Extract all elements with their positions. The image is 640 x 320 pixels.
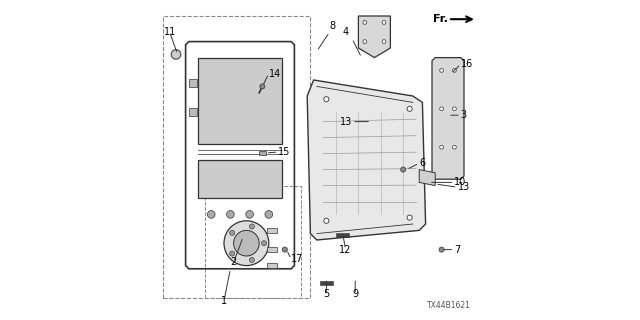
Polygon shape	[307, 80, 426, 240]
Text: 6: 6	[419, 158, 426, 168]
Circle shape	[407, 106, 412, 111]
Text: 10: 10	[454, 177, 467, 188]
Bar	[268, 228, 277, 233]
Circle shape	[224, 221, 269, 266]
Polygon shape	[419, 170, 435, 186]
Circle shape	[260, 84, 265, 89]
Text: 13: 13	[340, 116, 352, 127]
Circle shape	[246, 211, 253, 218]
Text: 1: 1	[221, 296, 227, 306]
Circle shape	[440, 145, 444, 149]
Circle shape	[401, 167, 406, 172]
Text: 2: 2	[230, 257, 237, 268]
Text: 15: 15	[278, 147, 291, 157]
Circle shape	[382, 20, 386, 24]
Circle shape	[249, 257, 254, 262]
Circle shape	[227, 211, 234, 218]
Bar	[163, 16, 310, 298]
Circle shape	[172, 50, 181, 59]
Text: 12: 12	[339, 244, 352, 255]
Circle shape	[324, 218, 329, 223]
Circle shape	[234, 230, 259, 256]
Bar	[259, 151, 266, 155]
Bar	[268, 263, 277, 268]
Text: TX44B1621: TX44B1621	[426, 301, 470, 310]
Circle shape	[262, 241, 267, 246]
Circle shape	[440, 107, 444, 111]
Polygon shape	[198, 58, 282, 144]
Circle shape	[363, 20, 367, 24]
Text: 3: 3	[461, 110, 467, 120]
Polygon shape	[432, 58, 464, 179]
Text: 5: 5	[323, 289, 330, 300]
Bar	[320, 281, 333, 285]
Circle shape	[452, 145, 456, 149]
Bar	[205, 186, 301, 298]
Polygon shape	[358, 16, 390, 58]
Circle shape	[230, 251, 235, 256]
Text: 11: 11	[163, 27, 176, 37]
Text: 14: 14	[269, 68, 281, 79]
Text: 16: 16	[461, 59, 473, 69]
Bar	[189, 79, 197, 87]
Text: 8: 8	[330, 21, 336, 31]
Circle shape	[249, 224, 254, 229]
Bar	[336, 233, 349, 237]
Circle shape	[440, 68, 444, 72]
Circle shape	[452, 68, 456, 72]
Text: 17: 17	[291, 254, 303, 264]
Text: 4: 4	[342, 27, 349, 37]
Circle shape	[439, 247, 444, 252]
Circle shape	[230, 230, 235, 236]
Text: 7: 7	[454, 244, 461, 255]
Text: Fr.: Fr.	[433, 14, 448, 24]
Polygon shape	[198, 160, 282, 198]
Text: 13: 13	[458, 182, 470, 192]
Circle shape	[452, 107, 456, 111]
Circle shape	[407, 215, 412, 220]
Text: 9: 9	[352, 289, 358, 300]
Circle shape	[207, 211, 215, 218]
Circle shape	[282, 247, 287, 252]
Circle shape	[363, 40, 367, 44]
Bar	[268, 247, 277, 252]
Circle shape	[324, 97, 329, 102]
Circle shape	[265, 211, 273, 218]
Circle shape	[382, 40, 386, 44]
Bar	[189, 108, 197, 116]
